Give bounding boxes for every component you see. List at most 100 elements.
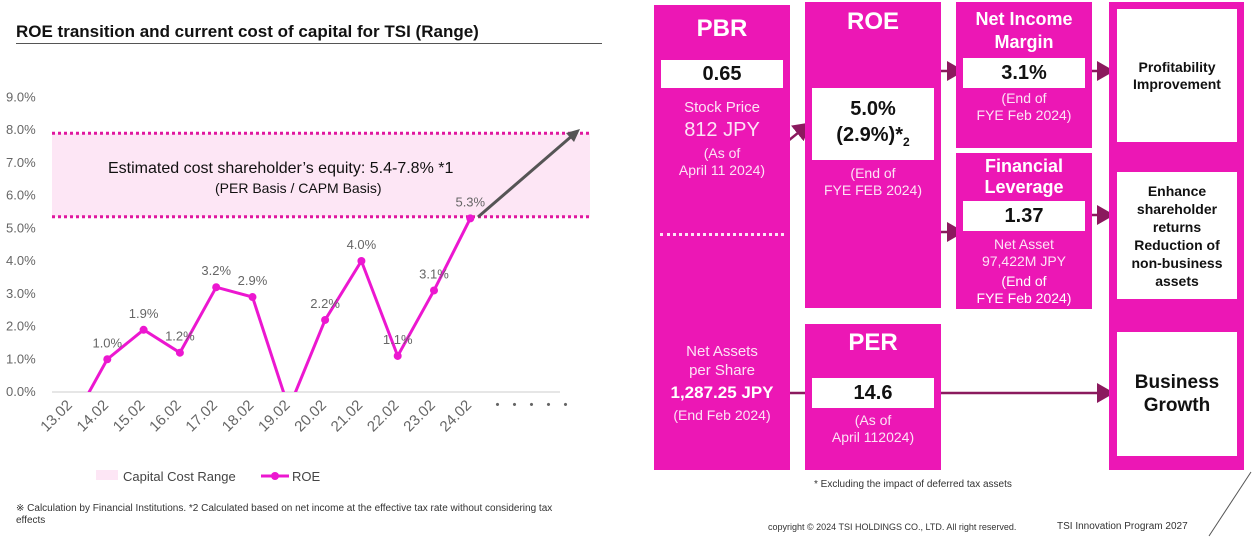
legend-marker-roe: [271, 472, 279, 480]
roe-point: [212, 283, 221, 292]
growth-line-1: Business: [1134, 372, 1220, 393]
financial-leverage-box: Financial Leverage 1.37 Net Asset 97,422…: [956, 153, 1092, 309]
legend-swatch-band: [96, 470, 118, 480]
y-tick-label: 4.0%: [6, 253, 36, 268]
nav-value: 1,287.25 JPY: [670, 383, 774, 402]
data-labels: 1.0% 1.9% 1.2% 3.2% 2.9% 2.2% 4.0% 1.1% 3.1% 5.3%: [92, 194, 485, 350]
roe-value: 5.0% (2.9%)*2: [812, 88, 934, 160]
stock-price-label: Stock Price: [684, 99, 760, 116]
roe-data-label: 5.3%: [455, 194, 485, 209]
leverage-date-2: FYE Feb 2024): [976, 290, 1072, 306]
y-tick-label: 3.0%: [6, 286, 36, 301]
margin-date-2: FYE Feb 2024): [976, 107, 1072, 123]
roe-date-2: FYE FEB 2024): [823, 182, 923, 198]
profitability-box: Profitability Improvement: [1117, 9, 1237, 142]
roe-data-label: 3.2%: [201, 263, 231, 278]
roe-data-label: 1.1%: [383, 332, 413, 347]
per-title: PER: [848, 329, 898, 356]
roe-data-label: 2.2%: [310, 296, 340, 311]
chart-title: ROE transition and current cost of capit…: [16, 22, 479, 41]
roe-date-1: (End of: [850, 165, 896, 181]
roe-data-label: 1.9%: [129, 306, 159, 321]
per-date-2: April 112024): [831, 429, 915, 445]
profitability-line-1: Profitability: [1138, 58, 1216, 75]
shareholder-line-6: assets: [1155, 272, 1199, 289]
per-box: PER 14.6 (As of April 112024): [805, 324, 941, 470]
per-date-1: (As of: [854, 412, 892, 428]
profitability-line-2: Improvement: [1133, 75, 1221, 92]
roe-line: [87, 217, 472, 392]
roe-point: [103, 355, 112, 364]
shareholder-returns-box: Enhance shareholder returns Reduction of…: [1117, 172, 1237, 299]
trend-arrow-head: [566, 129, 580, 142]
shareholder-line-3: returns: [1152, 218, 1202, 235]
shareholder-line-4: Reduction of: [1134, 236, 1220, 253]
growth-line-2: Growth: [1143, 395, 1211, 416]
shareholder-line-5: non-business: [1131, 254, 1223, 271]
band-area: [52, 133, 590, 217]
capital-cost-band: [52, 131, 590, 219]
net-asset-value: 97,422M JPY: [981, 253, 1067, 269]
roe-data-label: 1.2%: [165, 329, 195, 344]
net-income-margin-box: Net Income Margin 3.1% (End of FYE Feb 2…: [956, 2, 1092, 148]
trend-arrow: [477, 133, 574, 219]
footnote: ※ Calculation by Financial Institutions.…: [16, 503, 553, 526]
legend-label-band: Capital Cost Range: [123, 469, 236, 484]
roe-point: [139, 325, 148, 334]
y-tick-label: 8.0%: [6, 122, 36, 137]
roe-value-adjusted: (2.9%)*2: [836, 124, 910, 149]
outcomes-column: Profitability Improvement Enhance shareh…: [1109, 2, 1244, 470]
roe-value-current: 5.0%: [850, 98, 896, 120]
nav-label-2: per Share: [689, 362, 755, 379]
copyright: copyright © 2024 TSI HOLDINGS CO., LTD. …: [768, 522, 1017, 532]
margin-date-1: (End of: [1001, 90, 1047, 106]
stock-price-value: 812 JPY: [684, 119, 760, 141]
pbr-value: 0.65: [661, 60, 783, 88]
leverage-title-1: Financial: [984, 156, 1064, 176]
leverage-date-1: (End of: [1001, 273, 1047, 289]
roe-point: [248, 293, 257, 302]
y-tick-label: 0.0%: [6, 384, 36, 399]
roe-box: ROE 5.0% (2.9%)*2 (End of FYE FEB 2024): [805, 2, 941, 308]
stock-price-asof: (As of: [703, 145, 741, 161]
roe-point: [321, 315, 330, 324]
roe-footnote-mark: 2: [903, 135, 910, 149]
nav-date: (End Feb 2024): [673, 407, 771, 423]
pbr-title: PBR: [696, 15, 748, 42]
business-growth-box: Business Growth: [1117, 332, 1237, 456]
leverage-title-2: Leverage: [984, 177, 1064, 197]
roe-point: [430, 286, 438, 295]
roe-series: [87, 214, 475, 392]
roe-point: [393, 351, 402, 360]
nav-label-1: Net Assets: [686, 343, 758, 360]
roe-line-chart: 0.0% 1.0% 2.0% 3.0% 4.0% 5.0% 6.0% 7.0% 8.0% 9.0%…: [6, 89, 590, 484]
y-axis-ticks: 0.0% 1.0% 2.0% 3.0% 4.0% 5.0% 6.0% 7.0% 8.0% 9.0%: [6, 89, 36, 399]
x-tick-ellipsis: ・・・・・: [490, 397, 575, 414]
y-tick-label: 2.0%: [6, 319, 36, 334]
margin-title-2: Margin: [994, 32, 1054, 52]
corner-slash: [1208, 471, 1252, 537]
annotation-basis: (PER Basis / CAPM Basis): [215, 180, 381, 196]
y-tick-label: 6.0%: [6, 188, 36, 203]
roe-data-label: 1.0%: [92, 335, 122, 350]
shareholder-line-1: Enhance: [1147, 182, 1207, 199]
roe-data-label: 4.0%: [347, 237, 377, 252]
y-tick-label: 1.0%: [6, 351, 36, 366]
shareholder-line-2: shareholder: [1136, 200, 1218, 217]
title-divider: [16, 43, 602, 44]
program-name: TSI Innovation Program 2027: [1057, 521, 1188, 532]
roe-point: [357, 257, 366, 265]
y-tick-label: 9.0%: [6, 89, 36, 104]
pbr-box: PBR 0.65 Stock Price 812 JPY (As of Apri…: [654, 5, 790, 470]
roe-data-label: 2.9%: [238, 273, 268, 288]
per-value: 14.6: [812, 378, 934, 408]
deferred-tax-note: * Excluding the impact of deferred tax a…: [814, 479, 1012, 490]
y-tick-label: 5.0%: [6, 220, 36, 235]
roe-data-label: 3.1%: [419, 266, 449, 281]
roe-point: [175, 348, 184, 357]
legend-label-roe: ROE: [292, 469, 321, 484]
margin-title-1: Net Income: [975, 9, 1073, 29]
annotation-cost-of-equity: Estimated cost shareholder’s equity: 5.4…: [108, 160, 453, 177]
y-tick-label: 7.0%: [6, 155, 36, 170]
leverage-value: 1.37: [963, 201, 1085, 231]
